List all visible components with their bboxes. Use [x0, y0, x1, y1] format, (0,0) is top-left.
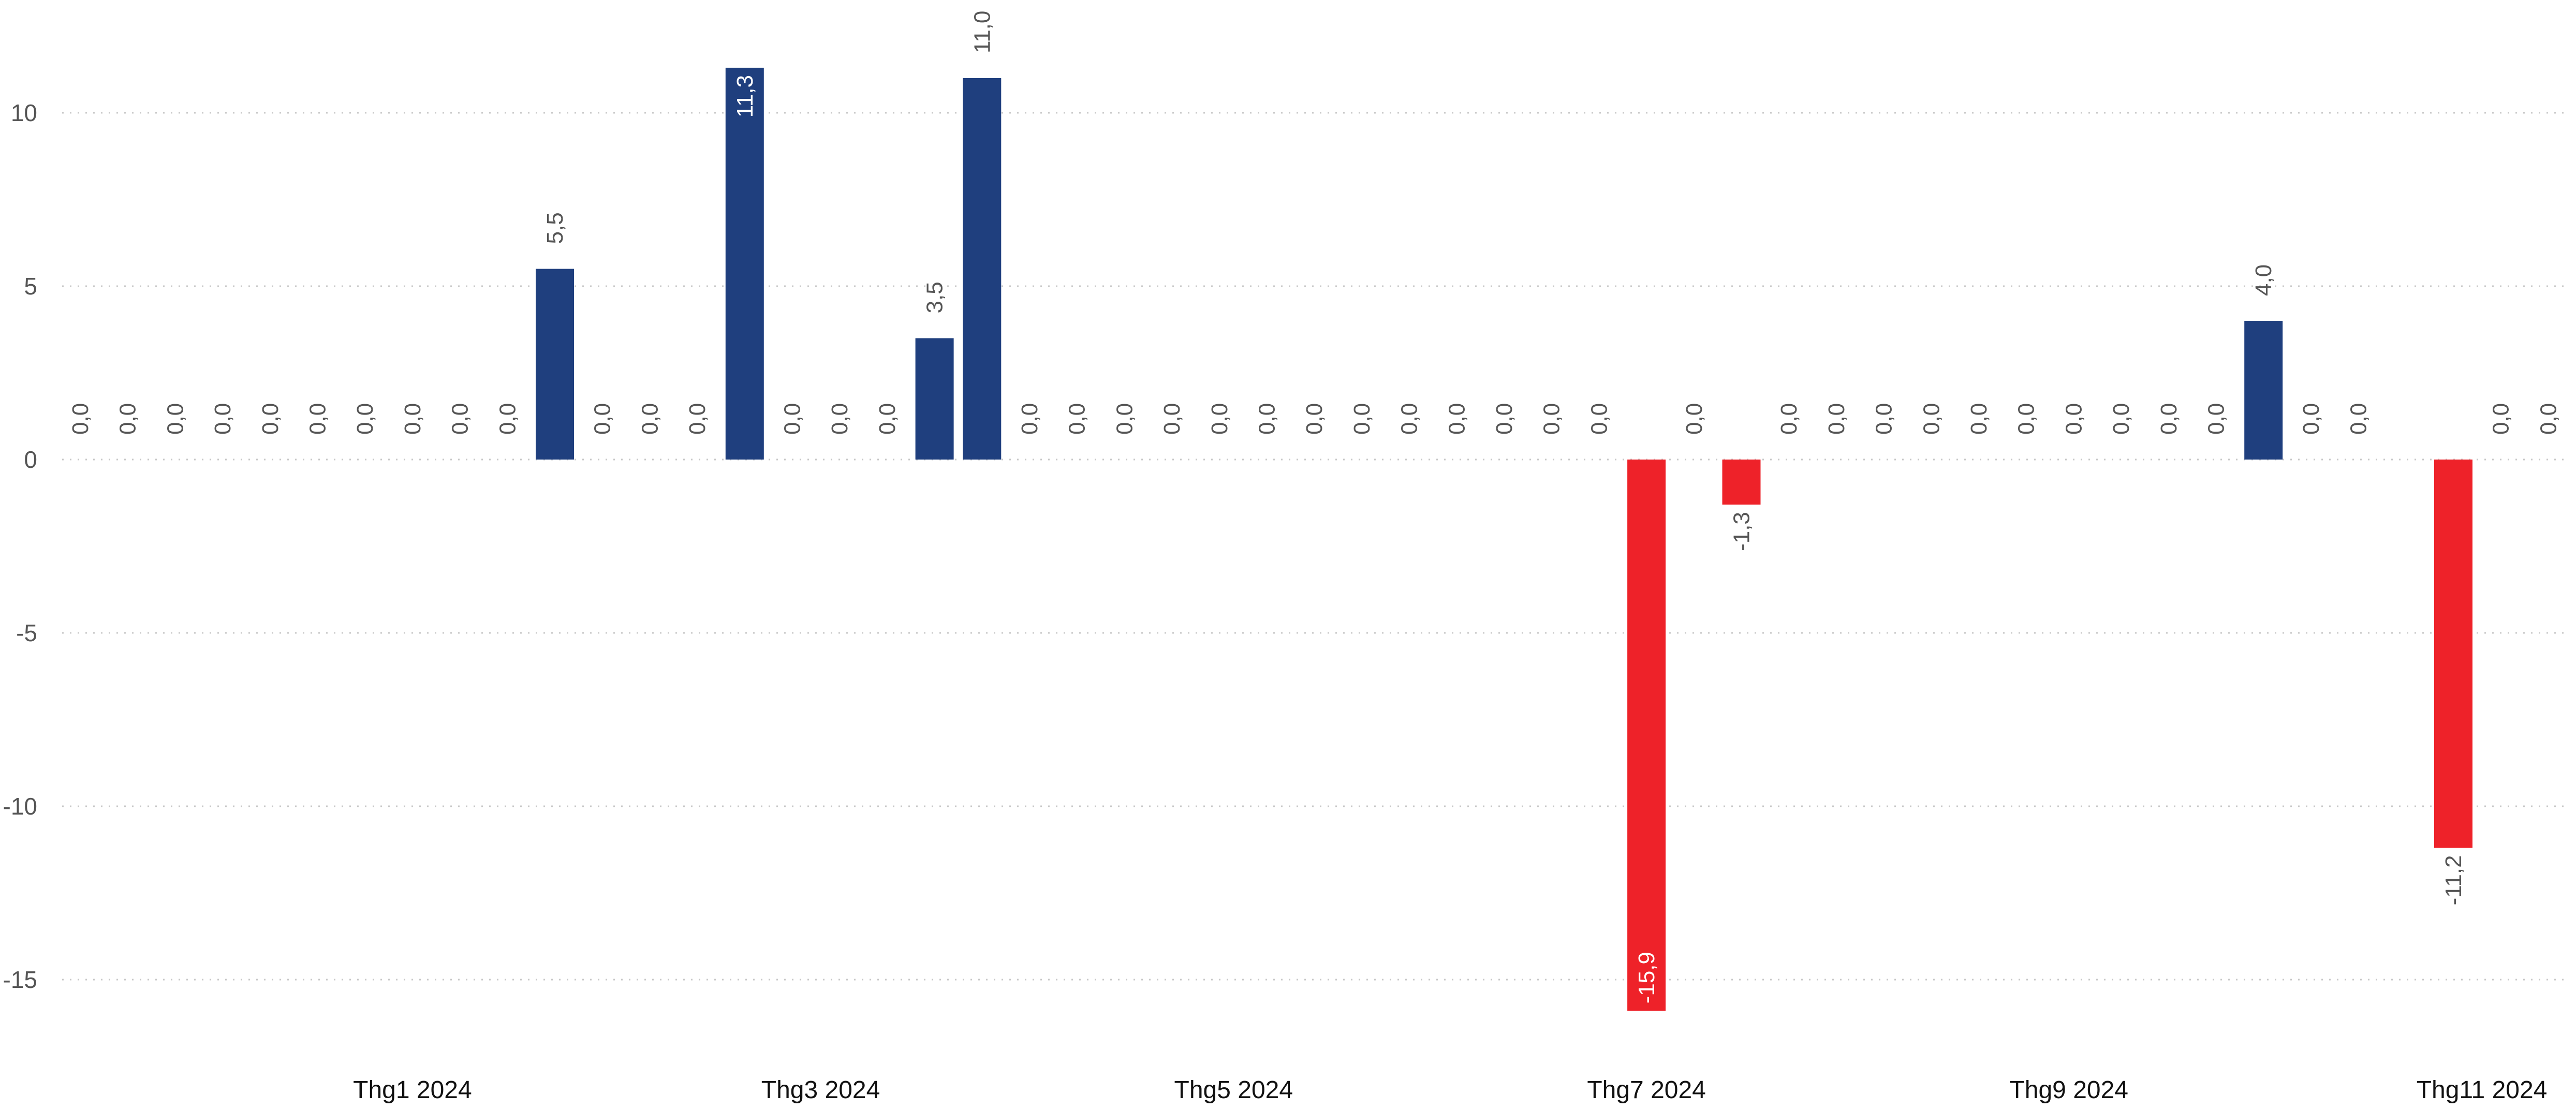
data-label: 0,0: [1207, 403, 1232, 435]
data-label: 0,0: [2489, 403, 2514, 435]
data-label: 0,0: [780, 403, 805, 435]
data-label: 4,0: [2251, 264, 2276, 296]
data-label: 0,0: [448, 403, 473, 435]
data-label: 0,0: [1017, 403, 1042, 435]
data-label: 0,0: [1255, 403, 1280, 435]
x-tick-label: Thg3 2024: [761, 1076, 880, 1104]
x-tick-label: Thg9 2024: [2009, 1076, 2128, 1104]
data-label: 0,0: [400, 403, 425, 435]
data-label: 0,0: [1919, 403, 1944, 435]
bar: [915, 338, 954, 460]
data-label: 0,0: [1112, 403, 1137, 435]
data-label: 0,0: [1159, 403, 1185, 435]
x-axis-ticks: Thg1 2024 Thg3 2024 Thg5 2024 Thg7 2024 Thg9…: [353, 1076, 2547, 1104]
data-label: 0,0: [1492, 403, 1517, 435]
data-label: 0,0: [1349, 403, 1375, 435]
data-label: 0,0: [163, 403, 188, 435]
bar: [2434, 460, 2472, 848]
data-label: 0,0: [1539, 403, 1565, 435]
y-tick-label: 5: [24, 273, 37, 300]
data-label: 3,5: [922, 282, 948, 313]
data-label: 0,0: [590, 403, 615, 435]
y-tick-label: 0: [24, 446, 37, 473]
data-label: 0,0: [2204, 403, 2229, 435]
bar: [725, 67, 764, 460]
bar: [536, 269, 574, 460]
bar: [1627, 460, 1666, 1011]
grid-lines: [62, 112, 2567, 981]
data-label: 0,0: [2014, 403, 2039, 435]
data-label: 0,0: [495, 403, 520, 435]
data-label: 0,0: [1302, 403, 1327, 435]
data-label: 0,0: [685, 403, 710, 435]
data-label: 0,0: [352, 403, 378, 435]
data-label: 0,0: [258, 403, 283, 435]
data-label: 0,0: [1682, 403, 1707, 435]
data-label: 5,5: [542, 212, 568, 244]
data-label: 0,0: [1824, 403, 1849, 435]
data-label: 0,0: [2299, 403, 2324, 435]
bar: [1722, 460, 1761, 505]
data-label: -1,3: [1729, 512, 1755, 551]
data-label: 0,0: [2156, 403, 2182, 435]
x-tick-label: Thg1 2024: [353, 1076, 472, 1104]
data-label: 0,0: [1586, 403, 1612, 435]
data-label: 0,0: [1444, 403, 1469, 435]
y-tick-label: 10: [11, 99, 37, 126]
x-tick-label: Thg11 2024: [2417, 1076, 2548, 1104]
data-label: 0,0: [115, 403, 141, 435]
x-tick-label: Thg5 2024: [1174, 1076, 1293, 1104]
data-label: 11,3: [732, 75, 758, 117]
data-label: 0,0: [2109, 403, 2134, 435]
data-label: 0,0: [2536, 403, 2561, 435]
bar: [2244, 321, 2283, 460]
data-label: -15,9: [1634, 952, 1659, 1003]
data-label: 0,0: [68, 403, 93, 435]
x-tick-label: Thg7 2024: [1587, 1076, 1706, 1104]
data-label: 0,0: [875, 403, 900, 435]
data-label: 0,0: [1966, 403, 1992, 435]
data-label: 11,0: [969, 11, 995, 53]
bars: [536, 67, 2472, 1011]
data-label: 0,0: [305, 403, 331, 435]
bar: [963, 78, 1002, 460]
data-label: 0,0: [1776, 403, 1802, 435]
data-labels: 0,0 0,0 0,0 0,0 0,0 0,0 0,0 0,0 0,0 0,0 5,5 0,0 0,0 0…: [68, 11, 2561, 1004]
data-label: 0,0: [637, 403, 663, 435]
y-axis-ticks: 10 5 0 -5 -10 -15: [3, 99, 37, 993]
y-tick-label: -5: [16, 619, 37, 646]
data-label: 0,0: [1872, 403, 1897, 435]
data-label: -11,2: [2441, 855, 2466, 905]
y-tick-label: -10: [3, 793, 37, 820]
data-label: 0,0: [827, 403, 852, 435]
data-label: 0,0: [1065, 403, 1090, 435]
data-label: 0,0: [2061, 403, 2086, 435]
data-label: 0,0: [2346, 403, 2372, 435]
data-label: 0,0: [210, 403, 235, 435]
data-label: 0,0: [1397, 403, 1422, 435]
y-tick-label: -15: [3, 966, 37, 993]
